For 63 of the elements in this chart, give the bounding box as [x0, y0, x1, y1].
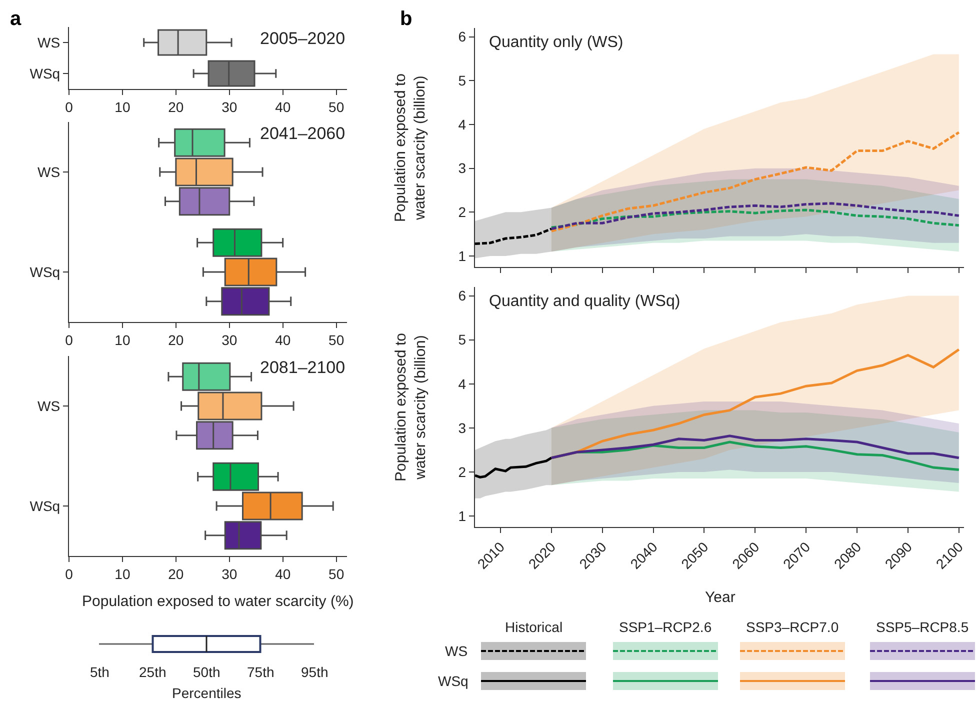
- text: 95th: [301, 664, 328, 680]
- x-tick-label: 0: [65, 566, 74, 582]
- text: a: [10, 8, 22, 30]
- y-tick-label: 3: [458, 420, 466, 436]
- line-series: [550, 434, 960, 460]
- y-tick-label: WS: [38, 164, 60, 180]
- y-tick-label: WS: [38, 398, 60, 414]
- line-series: [550, 208, 960, 229]
- y-axis-title: Population exposed to water scarcity (billion): [392, 332, 429, 482]
- chart-title: 2005–2020: [260, 29, 346, 48]
- category-label: SSP5–RCP8.5: [876, 619, 969, 635]
- x-tick-label: 20: [168, 566, 184, 582]
- y-tick-label: 1: [458, 248, 466, 264]
- category-label: SSP1–RCP2.6: [619, 619, 712, 635]
- text: 50th: [193, 664, 220, 680]
- y-tick-label: 3: [458, 160, 466, 176]
- x-tick-label: 0: [65, 332, 74, 348]
- text: 75th: [247, 664, 274, 680]
- x-tick-label: 40: [275, 566, 291, 582]
- x-axis-title: Population exposed to water scarcity (%): [82, 593, 354, 610]
- x-tick-label: 10: [114, 332, 130, 348]
- x-tick-label: 50: [328, 566, 344, 582]
- line-series: [475, 456, 553, 478]
- line-series: [475, 228, 553, 246]
- y-tick-label: 5: [458, 332, 466, 348]
- chart-title: 2081–2100: [260, 358, 346, 377]
- x-tick-label: 10: [114, 566, 130, 582]
- text: 5th: [90, 664, 110, 680]
- text: 25th: [139, 664, 166, 680]
- y-tick-label: WSq: [30, 65, 60, 82]
- category-label: SSP3–RCP7.0: [746, 619, 839, 635]
- x-tick-label: 40: [275, 332, 291, 348]
- y-tick-label: 6: [458, 288, 466, 304]
- y-tick-label: WS: [38, 34, 60, 50]
- y-tick-label: 4: [458, 376, 466, 392]
- text: b: [400, 8, 412, 30]
- category-label: Historical: [505, 619, 563, 635]
- x-tick-label: 30: [222, 98, 238, 115]
- x-tick-label: 20: [168, 98, 184, 115]
- chart-title: Quantity and quality (WSq): [489, 293, 680, 310]
- x-tick-label: 50: [328, 98, 344, 115]
- x-tick-label: 10: [114, 98, 130, 115]
- text: Percentiles: [172, 685, 242, 701]
- line-series: [550, 131, 960, 232]
- chart-title: 2041–2060: [260, 124, 346, 143]
- x-tick-label: 30: [222, 332, 238, 348]
- y-tick-label: 1: [458, 508, 466, 524]
- x-axis-title: Year: [705, 589, 736, 606]
- y-axis-title: Population exposed to water scarcity (billion): [392, 73, 428, 222]
- chart-title: Quantity only (WS): [489, 34, 624, 51]
- x-tick-label: 40: [275, 98, 291, 115]
- y-tick-label: 2: [458, 464, 466, 480]
- y-tick-label: 6: [458, 28, 466, 45]
- x-tick-label: 30: [222, 566, 238, 582]
- y-tick-label: 5: [458, 72, 466, 89]
- x-tick-label: 0: [65, 98, 74, 115]
- y-tick-label: 4: [458, 116, 466, 132]
- y-tick-label: WSq: [30, 264, 60, 280]
- x-tick-label: 20: [168, 332, 184, 348]
- y-tick-label: WSq: [30, 498, 60, 514]
- x-tick-label: 50: [328, 332, 344, 348]
- y-tick-label: 2: [458, 204, 466, 220]
- line-series: [550, 202, 960, 230]
